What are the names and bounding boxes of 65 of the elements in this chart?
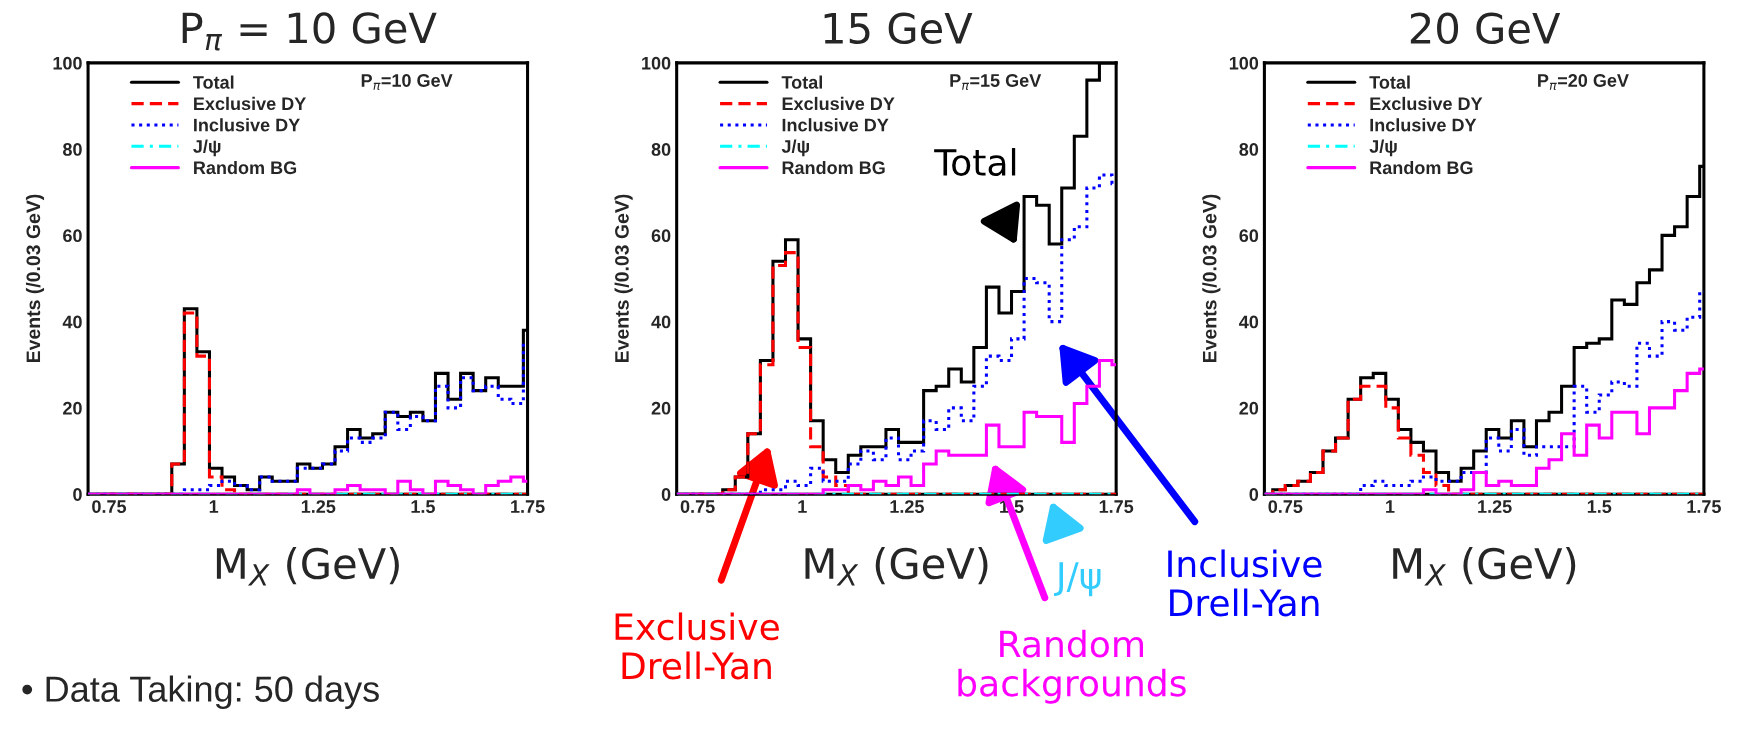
text: • Data Taking: 50 days: [22, 675, 379, 710]
y-tick-label: 40: [651, 315, 671, 329]
x-tick-label: 0.75: [680, 500, 715, 513]
y-tick-label: 20: [651, 401, 671, 415]
x-tick-label: 1.5: [411, 500, 435, 513]
chart-title: 15 GeV: [824, 12, 973, 45]
x-tick-label: 1: [798, 500, 807, 513]
y-tick-label: 80: [1239, 143, 1259, 156]
legend-label: Random BG: [782, 160, 885, 175]
x-tick-label: 1.5: [1587, 500, 1612, 513]
legend-label: Exclusive DY: [194, 96, 306, 111]
legend-label: Inclusive DY: [1370, 118, 1477, 132]
y-tick-label: 80: [651, 143, 671, 156]
y-axis-title: Events (/0.03 GeV): [614, 194, 633, 363]
x-axis-title: M$_{X}$ (GeV): [1393, 547, 1576, 586]
annotation: P$_{π}$=20 GeV: [1538, 74, 1629, 90]
legend-label: J/ψ: [193, 139, 221, 157]
legend-label: Inclusive DY: [782, 118, 889, 132]
x-tick-label: 0.75: [1268, 500, 1303, 513]
text: Inclusive Drell-Yan: [1168, 549, 1322, 617]
chart-title: 20 GeV: [1410, 12, 1561, 45]
x-axis-title: M$_{X}$ (GeV): [216, 547, 399, 586]
y-axis-title: Events (/0.03 GeV): [25, 194, 45, 363]
y-tick-label: 0: [73, 488, 82, 501]
annotation: P$_{π}$=15 GeV: [950, 74, 1042, 90]
y-tick-label: 60: [63, 229, 82, 243]
chart-title: P$_{π}$ = 10 GeV: [182, 12, 437, 51]
text: Exclusive Drell-Yan: [615, 612, 779, 680]
y-tick-label: 20: [63, 401, 82, 415]
y-tick-label: 100: [1229, 56, 1259, 70]
y-tick-label: 0: [1249, 488, 1259, 501]
x-tick-label: 1: [1386, 500, 1395, 513]
y-tick-label: 0: [661, 488, 671, 501]
y-tick-label: 20: [1239, 401, 1259, 415]
legend-label: Total: [1369, 75, 1410, 89]
y-tick-label: 60: [651, 229, 671, 243]
legend-label: Inclusive DY: [194, 118, 300, 132]
x-tick-label: 0.75: [92, 500, 127, 513]
legend-label: Total: [193, 75, 234, 89]
legend-label: Total: [781, 75, 822, 89]
y-tick-label: 40: [1239, 315, 1259, 329]
x-tick-label: 1: [209, 500, 219, 513]
legend-label: J/ψ: [781, 139, 809, 157]
x-tick-label: 1.25: [1478, 500, 1512, 513]
y-tick-label: 40: [62, 315, 82, 329]
legend-label: Exclusive DY: [1370, 96, 1483, 111]
x-tick-label: 1.25: [890, 500, 924, 513]
y-tick-label: 100: [53, 56, 82, 70]
x-axis-title: M$_{X}$ (GeV): [805, 547, 988, 586]
y-tick-label: 80: [63, 143, 82, 156]
legend-label: J/ψ: [1369, 139, 1397, 157]
legend-label: Random BG: [1370, 160, 1473, 175]
x-tick-label: 1.75: [1687, 500, 1721, 513]
x-tick-label: 1.25: [301, 500, 336, 513]
annotation: P$_{π}$=10 GeV: [361, 74, 453, 90]
legend-label: Random BG: [194, 160, 297, 175]
legend-label: Exclusive DY: [782, 96, 895, 111]
x-tick-label: 1.75: [511, 500, 545, 513]
text: J/ψ: [1054, 562, 1101, 597]
text: Random backgrounds: [958, 629, 1186, 704]
annotation: Total: [934, 148, 1016, 176]
x-tick-label: 1.75: [1099, 500, 1134, 513]
y-axis-title: Events (/0.03 GeV): [1202, 194, 1221, 363]
y-tick-label: 100: [642, 56, 671, 70]
y-tick-label: 60: [1239, 229, 1259, 243]
